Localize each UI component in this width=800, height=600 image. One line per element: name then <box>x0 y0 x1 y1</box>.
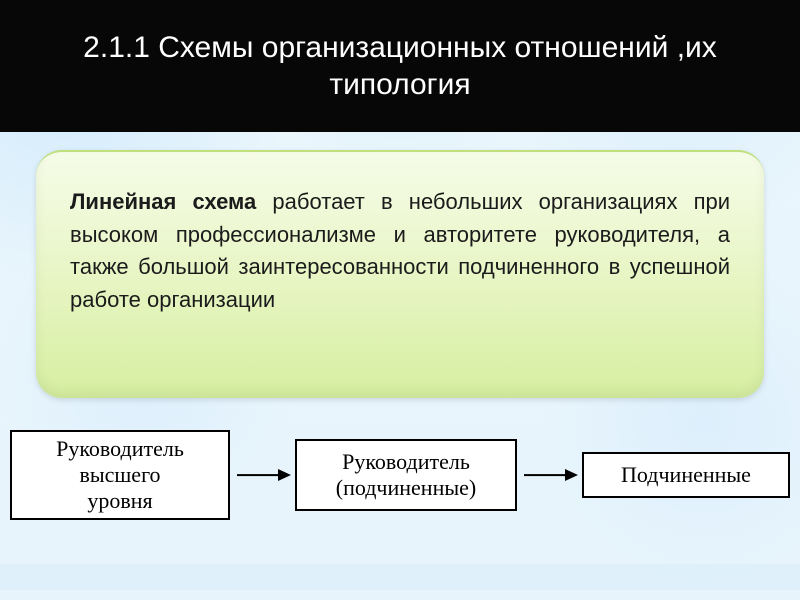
arrow-icon <box>237 466 289 484</box>
flow-node-line: Подчиненные <box>621 462 751 488</box>
flow-node-line: (подчиненные) <box>336 475 476 500</box>
slide-title: 2.1.1 Схемы организационных отношений ,и… <box>40 29 760 104</box>
footer-strip <box>0 564 800 590</box>
flow-node-line: уровня <box>87 488 152 513</box>
info-card-lead: Линейная схема <box>70 189 256 214</box>
flow-node-manager-subordinates: Руководитель (подчиненные) <box>295 439 517 511</box>
arrow-shaft <box>237 474 279 476</box>
arrow-head-icon <box>278 469 291 481</box>
info-card: Линейная схема работает в небольших орга… <box>36 150 764 398</box>
arrow-shaft <box>524 474 566 476</box>
flow-node-top-manager: Руководитель высшего уровня <box>10 430 230 520</box>
flow-node-line: Руководитель <box>56 436 184 461</box>
flow-node-line: Руководитель <box>342 449 470 474</box>
slide-title-bar: 2.1.1 Схемы организационных отношений ,и… <box>0 0 800 132</box>
flow-node-line: высшего <box>79 462 160 487</box>
arrow-head-icon <box>565 469 578 481</box>
flowchart: Руководитель высшего уровня Руководитель… <box>10 430 790 520</box>
arrow-icon <box>524 466 576 484</box>
flow-node-subordinates: Подчиненные <box>582 452 790 498</box>
